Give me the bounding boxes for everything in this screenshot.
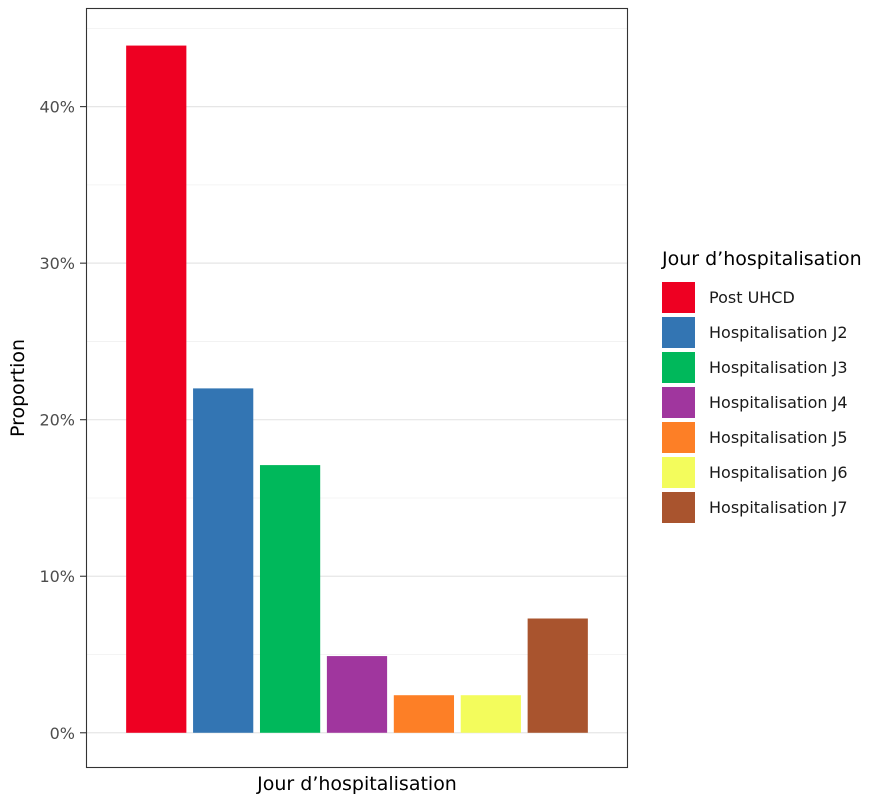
legend-item: Hospitalisation J4	[662, 385, 862, 420]
legend-swatch	[662, 387, 695, 418]
legend: Jour d’hospitalisation Post UHCD Hospital…	[662, 248, 862, 525]
legend-item: Hospitalisation J3	[662, 350, 862, 385]
legend-swatch	[662, 492, 695, 523]
legend-label: Hospitalisation J4	[709, 393, 848, 412]
legend-title: Jour d’hospitalisation	[662, 248, 862, 270]
legend-label: Hospitalisation J5	[709, 428, 848, 447]
bar-hospitalisation-j6	[461, 695, 521, 733]
y-axis-title: Proportion	[7, 339, 29, 437]
y-axis-ticks: 0% 10% 20% 30% 40%	[39, 98, 86, 743]
bar-hospitalisation-j3	[260, 465, 320, 733]
legend-item: Hospitalisation J6	[662, 455, 862, 490]
legend-swatch	[662, 457, 695, 488]
bar-post-uhcd	[126, 46, 186, 733]
y-tick-label: 0%	[50, 724, 75, 743]
legend-swatch	[662, 352, 695, 383]
legend-swatch	[662, 317, 695, 348]
y-tick-label: 40%	[39, 98, 75, 117]
legend-swatch	[662, 282, 695, 313]
legend-item: Hospitalisation J2	[662, 315, 862, 350]
y-tick-label: 30%	[39, 254, 75, 273]
bar-hospitalisation-j5	[394, 695, 454, 733]
legend-item: Hospitalisation J7	[662, 490, 862, 525]
x-axis-title: Jour d’hospitalisation	[256, 773, 457, 795]
legend-items: Post UHCD Hospitalisation J2 Hospitalisati…	[662, 280, 862, 525]
legend-label: Hospitalisation J2	[709, 323, 848, 342]
legend-label: Hospitalisation J6	[709, 463, 848, 482]
legend-label: Hospitalisation J3	[709, 358, 848, 377]
bar-hospitalisation-j4	[327, 656, 387, 733]
legend-item: Hospitalisation J5	[662, 420, 862, 455]
legend-label: Hospitalisation J7	[709, 498, 848, 517]
legend-label: Post UHCD	[709, 288, 795, 307]
y-tick-label: 10%	[39, 567, 75, 586]
bar-hospitalisation-j7	[528, 619, 588, 733]
legend-item: Post UHCD	[662, 280, 862, 315]
legend-swatch	[662, 422, 695, 453]
bar-hospitalisation-j2	[193, 388, 253, 732]
y-tick-label: 20%	[39, 411, 75, 430]
